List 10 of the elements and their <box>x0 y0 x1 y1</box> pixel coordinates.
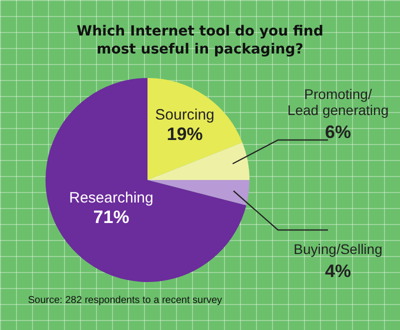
data-label: 19% <box>166 124 203 144</box>
slice-label: Researching <box>69 189 154 206</box>
data-label: 6% <box>324 122 352 142</box>
chart-title: Which Internet tool do you find most useful in packaging? <box>76 24 324 58</box>
source-note: Source: 282 respondents to a recent survey <box>28 294 222 306</box>
slice-label: Buying/Selling <box>294 240 382 257</box>
data-label: 71% <box>93 207 130 228</box>
slice-label: Promoting/ Lead generating <box>287 86 389 118</box>
slice-label: Sourcing <box>155 106 214 124</box>
data-label: 4% <box>324 260 352 281</box>
